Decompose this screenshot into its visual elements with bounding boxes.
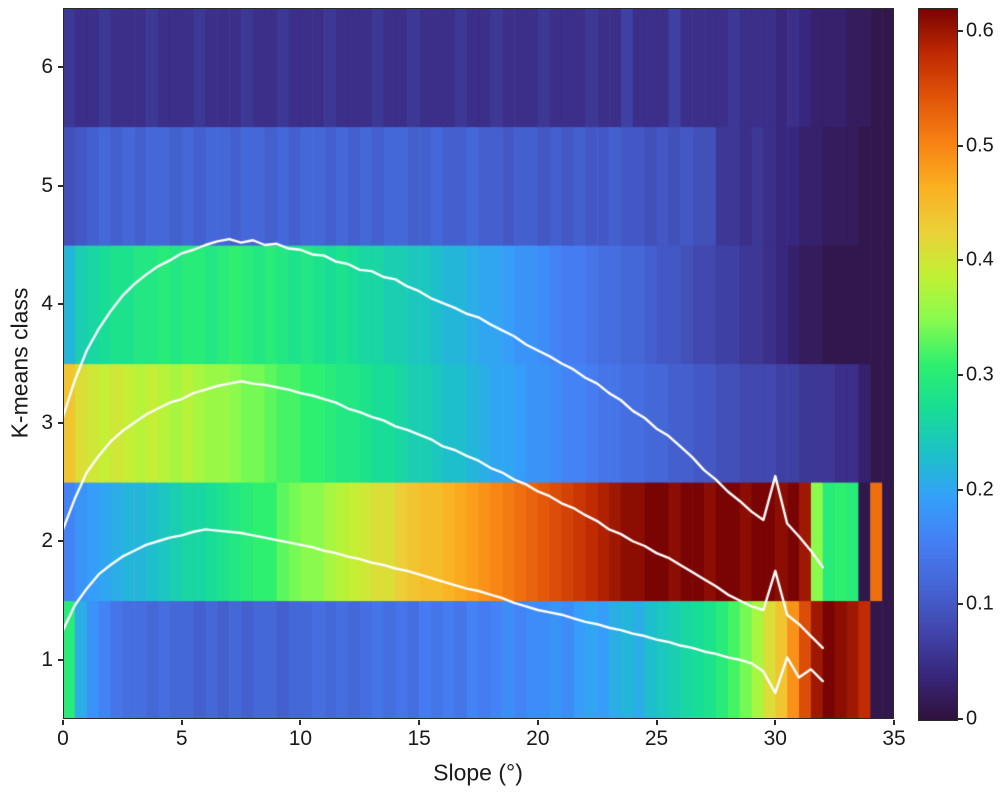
y-tick-mark	[58, 540, 63, 543]
y-tick-label: 3	[41, 410, 53, 434]
x-tick-label: 15	[407, 727, 431, 750]
colorbar	[918, 8, 958, 721]
y-axis-label: K-means class	[6, 287, 33, 439]
x-tick-label: 10	[288, 727, 313, 750]
y-tick-mark	[58, 303, 63, 306]
x-tick-label: 0	[57, 727, 69, 750]
y-tick-mark	[58, 421, 63, 424]
y-tick-label: 5	[41, 173, 53, 197]
y-tick-mark	[58, 658, 63, 661]
colorbar-tick-label: 0.5	[966, 134, 994, 157]
colorbar-tick-mark	[958, 488, 963, 491]
x-tick-mark	[299, 720, 302, 725]
x-tick-mark	[418, 720, 421, 725]
colorbar-tick-mark	[958, 718, 963, 720]
y-tick-label: 4	[41, 292, 53, 316]
x-tick-mark	[62, 720, 64, 725]
y-tick-label: 1	[41, 647, 53, 671]
y-tick-mark	[58, 66, 63, 69]
colorbar-tick-label: 0.1	[966, 592, 994, 615]
colorbar-tick-label: 0	[966, 707, 978, 730]
colorbar-tick-mark	[958, 144, 963, 147]
colorbar-tick-mark	[958, 373, 963, 376]
colorbar-tick-mark	[958, 603, 963, 606]
x-tick-label: 35	[882, 727, 906, 750]
x-tick-mark	[774, 720, 777, 725]
colorbar-tick-label: 0.6	[966, 19, 994, 42]
x-tick-mark	[536, 720, 539, 725]
y-tick-label: 6	[41, 55, 53, 79]
x-tick-mark	[655, 720, 658, 725]
y-tick-label: 2	[41, 529, 53, 553]
x-tick-mark	[180, 720, 183, 725]
colorbar-tick-label: 0.3	[966, 363, 994, 386]
x-axis-label: Slope (°)	[433, 759, 523, 786]
colorbar-tick-label: 0.4	[966, 248, 994, 271]
x-tick-label: 5	[175, 727, 188, 750]
colorbar-tick-mark	[958, 259, 963, 262]
x-tick-label: 30	[763, 727, 787, 750]
colorbar-tick-mark	[958, 29, 963, 32]
x-tick-label: 25	[644, 727, 669, 750]
y-tick-mark	[58, 184, 63, 187]
x-tick-mark	[893, 720, 895, 725]
colorbar-tick-label: 0.2	[966, 478, 994, 501]
heatmap-canvas	[63, 8, 894, 719]
x-tick-label: 20	[526, 727, 550, 750]
